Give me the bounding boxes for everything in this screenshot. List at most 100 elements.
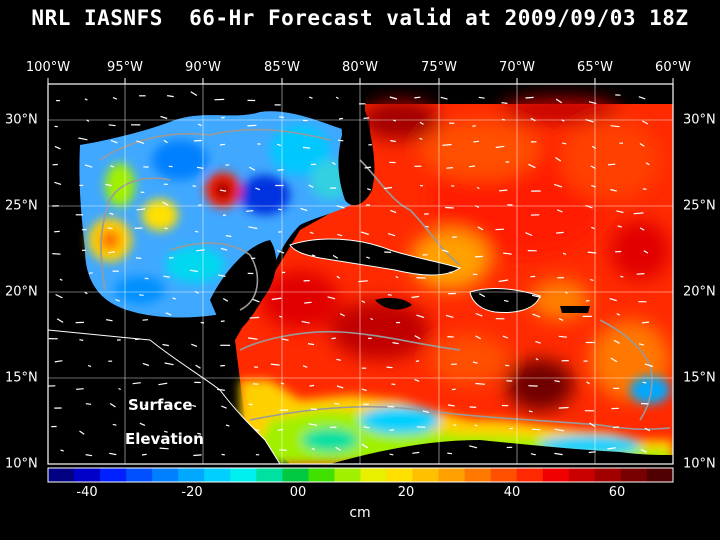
bathymetry-contours (99, 128, 671, 431)
current-vector (638, 96, 646, 100)
current-vector (225, 424, 230, 427)
colorbar-swatch (386, 468, 413, 482)
current-vector (556, 209, 563, 213)
current-vector (387, 294, 392, 296)
current-vector (165, 312, 172, 316)
current-vector (307, 343, 315, 346)
current-vector (276, 249, 285, 254)
current-vector (279, 116, 284, 119)
current-vector (332, 254, 339, 259)
current-vector (395, 275, 399, 279)
current-vector (108, 124, 116, 127)
current-vector (280, 382, 285, 385)
current-vector (163, 275, 170, 278)
current-vector (620, 275, 624, 278)
current-vector (475, 382, 485, 385)
current-vector (414, 335, 421, 340)
lon-label-70w: 70°W (499, 60, 535, 75)
current-vector (308, 96, 313, 99)
current-vector (311, 447, 316, 451)
current-vector (335, 446, 341, 451)
current-vector (254, 428, 260, 432)
current-vector (304, 301, 312, 304)
current-vector (585, 299, 590, 302)
current-vector (336, 358, 342, 361)
current-vector (475, 312, 483, 317)
current-vector (311, 254, 316, 257)
current-vector (617, 225, 622, 228)
current-vector (613, 339, 620, 344)
current-vector (200, 321, 205, 324)
lon-label-75w: 75°W (421, 60, 457, 75)
colorbar-frame (47, 467, 674, 483)
current-vector (144, 404, 148, 408)
current-vector (469, 406, 477, 408)
current-vector (446, 167, 453, 169)
colorbar-swatch (542, 468, 570, 482)
current-vector (139, 294, 144, 296)
current-vector (392, 342, 399, 345)
current-vector (383, 186, 393, 190)
current-vector (85, 454, 93, 457)
current-vector (132, 382, 141, 385)
current-vector (162, 343, 170, 347)
current-vector (302, 146, 311, 149)
current-vector (588, 451, 596, 454)
current-vector (336, 275, 341, 279)
current-vector (415, 360, 420, 362)
current-vector (452, 236, 457, 238)
current-vector (393, 119, 397, 122)
current-vector (474, 255, 483, 258)
current-vector (79, 339, 84, 341)
current-vector (334, 402, 340, 405)
colorbar-swatch (620, 468, 648, 482)
current-vector (532, 313, 541, 318)
current-vector (447, 452, 453, 455)
current-vector (495, 145, 505, 149)
current-vector (276, 143, 282, 147)
colorbar-swatch (516, 468, 544, 482)
current-vector (255, 187, 261, 191)
current-vector (54, 360, 63, 363)
lat-label-10n-right: 10°N (683, 456, 716, 472)
current-vector (191, 343, 198, 347)
lat-label-30n-right: 30°N (683, 112, 716, 128)
current-vector (88, 272, 93, 274)
current-vector (270, 363, 280, 366)
current-vector (308, 184, 314, 188)
current-vector (192, 404, 197, 408)
current-vector (554, 380, 560, 383)
current-vector (59, 278, 63, 281)
current-vector (530, 117, 536, 122)
colorbar-tick-label: 60 (608, 485, 626, 500)
current-vector (221, 116, 225, 119)
current-vector (52, 253, 61, 255)
current-vector (308, 423, 318, 426)
current-vector (366, 256, 371, 259)
current-vector (503, 299, 509, 302)
current-vector (586, 381, 590, 385)
current-vector (389, 429, 395, 431)
current-vector (60, 449, 64, 452)
current-vector (499, 189, 508, 192)
current-vector (109, 402, 116, 408)
current-vector (440, 96, 448, 100)
current-vector (370, 317, 374, 321)
current-vector (453, 424, 457, 427)
current-vector (535, 340, 541, 344)
colorbar-swatch (594, 468, 622, 482)
current-vector (386, 366, 393, 369)
current-vector (390, 209, 397, 214)
current-vector (633, 212, 644, 215)
current-vector (361, 388, 367, 392)
colorbar-swatch (568, 468, 596, 482)
lon-label-90w: 90°W (185, 60, 221, 75)
current-vector (247, 337, 258, 340)
current-vector (613, 426, 620, 429)
lat-lon-grid (48, 84, 673, 464)
current-vector (639, 142, 645, 147)
current-vector (221, 453, 225, 456)
current-vector (336, 385, 344, 389)
current-vector (558, 317, 564, 321)
current-vector (337, 233, 343, 237)
